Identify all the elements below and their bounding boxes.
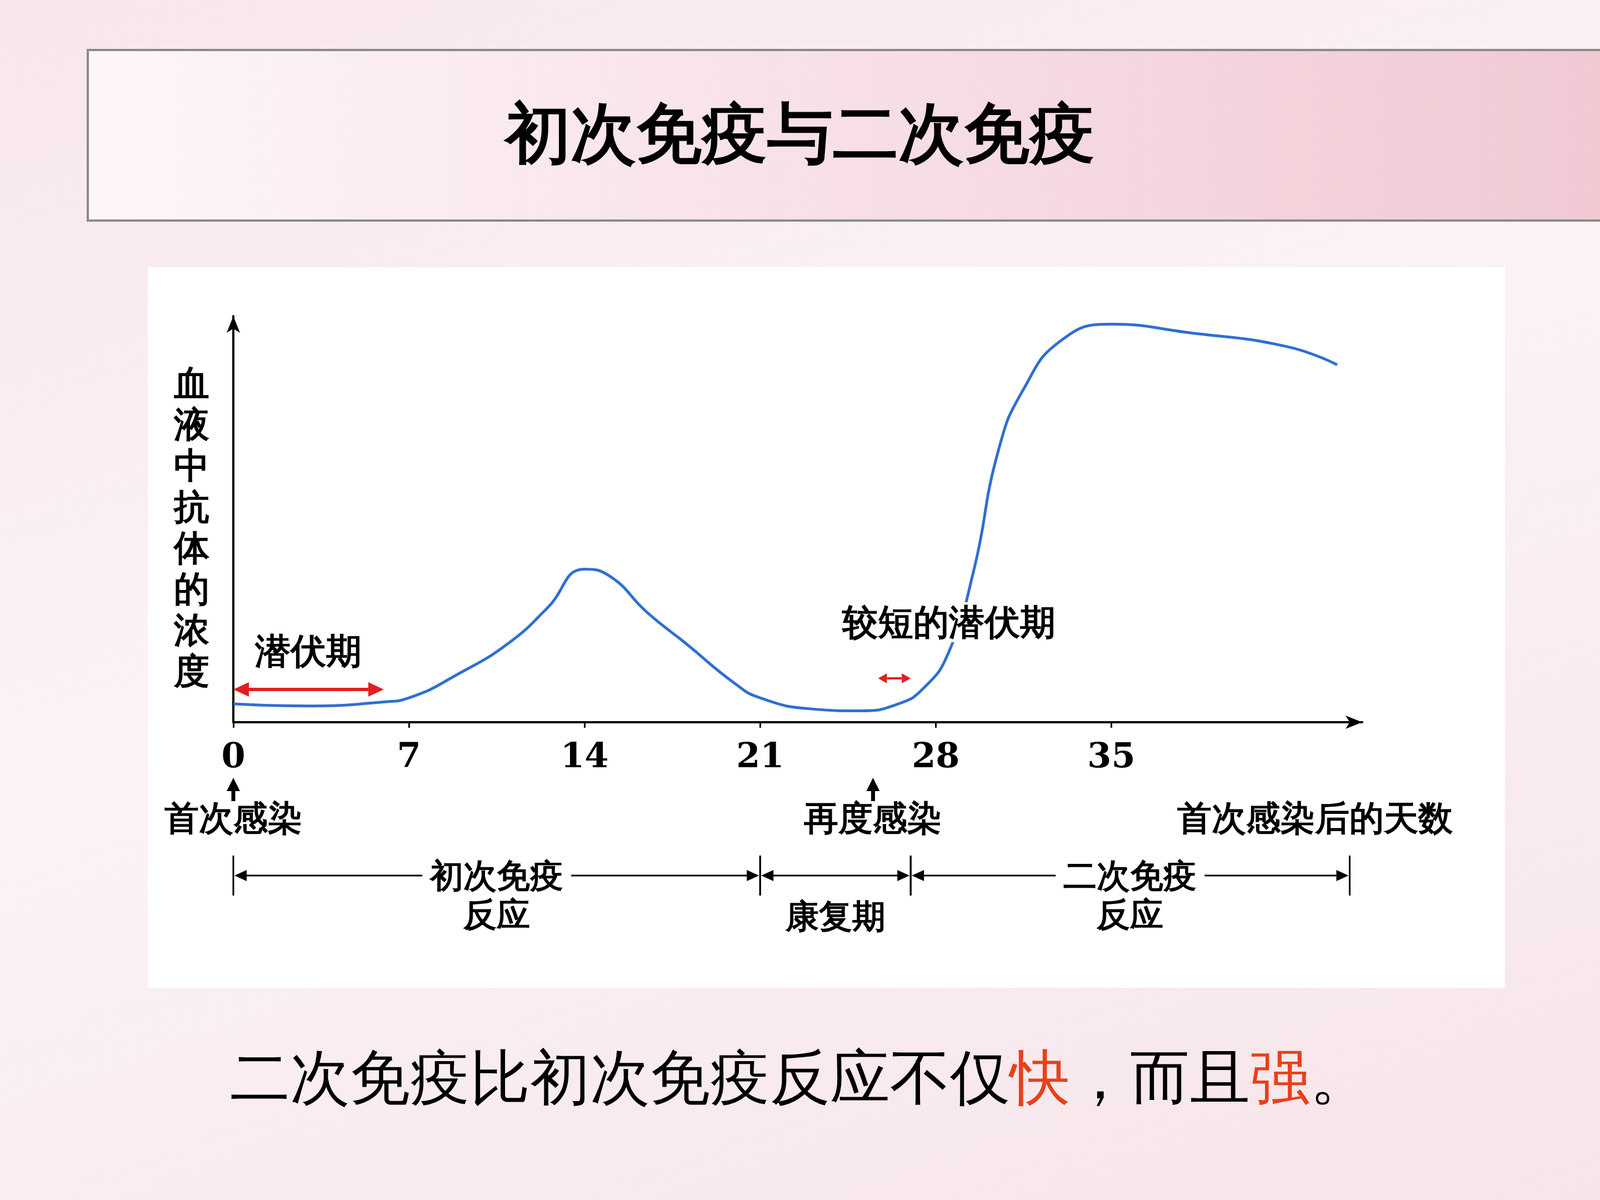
svg-text:血: 血 <box>173 362 210 404</box>
svg-text:反应: 反应 <box>462 895 530 934</box>
svg-text:度: 度 <box>173 650 210 692</box>
svg-text:液: 液 <box>173 403 210 445</box>
svg-text:抗: 抗 <box>172 486 210 528</box>
svg-text:中: 中 <box>173 445 210 487</box>
svg-text:反应: 反应 <box>1096 895 1164 934</box>
svg-text:体: 体 <box>172 527 210 569</box>
svg-text:潜伏期: 潜伏期 <box>254 630 362 672</box>
svg-text:再度感染: 再度感染 <box>803 797 942 839</box>
svg-text:首次感染后的天数: 首次感染后的天数 <box>1177 797 1454 839</box>
html-text:二次免疫比初次免疫反应不仅快，而且强。: 二次免疫比初次免疫反应不仅快，而且强。 <box>230 1042 1370 1113</box>
svg-text:14: 14 <box>560 735 609 776</box>
svg-text:浓: 浓 <box>173 609 210 651</box>
svg-text:较短的潜伏期: 较短的潜伏期 <box>841 601 1056 643</box>
svg-text:的: 的 <box>173 568 210 610</box>
svg-text:35: 35 <box>1087 735 1135 776</box>
svg-text:28: 28 <box>911 735 960 776</box>
svg-text:首次感染: 首次感染 <box>164 797 303 839</box>
svg-text:21: 21 <box>736 735 784 776</box>
html-text:初次免疫与二次免疫: 初次免疫与二次免疫 <box>505 95 1095 172</box>
svg-text:7: 7 <box>397 735 422 776</box>
svg-text:0: 0 <box>221 735 245 776</box>
svg-text:初次免疫: 初次免疫 <box>428 856 564 895</box>
svg-text:康复期: 康复期 <box>785 896 886 936</box>
svg-text:二次免疫: 二次免疫 <box>1063 856 1197 895</box>
